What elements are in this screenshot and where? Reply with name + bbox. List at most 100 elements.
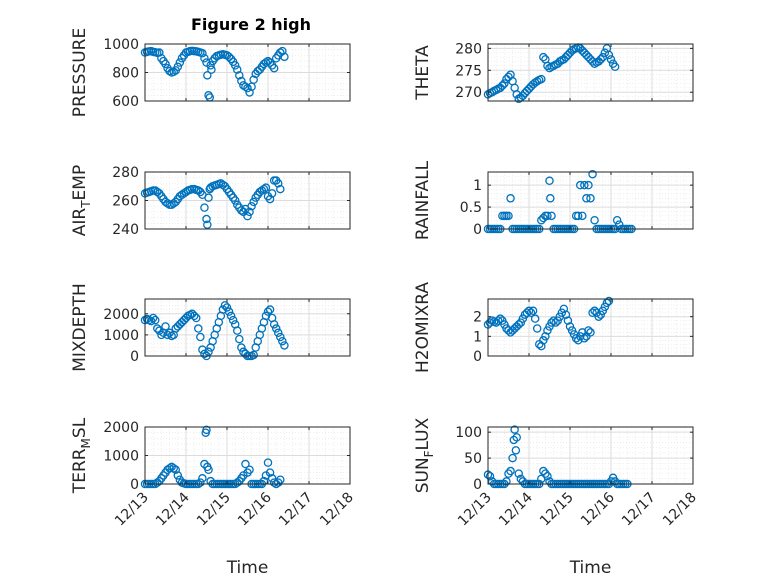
data-point <box>265 194 275 204</box>
data-point <box>165 464 174 473</box>
y-tick-label: 280 <box>455 41 482 57</box>
data-point <box>590 59 599 68</box>
y-tick-label: 0.5 <box>460 200 482 216</box>
x-axis-label: Time <box>226 558 269 578</box>
data-point <box>563 316 573 325</box>
data-point <box>191 313 201 323</box>
x-tick-label: 12/14 <box>496 489 536 529</box>
y-tick-label: 2000 <box>103 420 139 436</box>
y-tick-label: 1 <box>473 329 482 345</box>
data-point <box>269 320 279 329</box>
axes-box <box>487 43 694 102</box>
data-point <box>549 61 558 71</box>
y-tick-label: 100 <box>455 425 482 441</box>
data-point <box>204 193 213 202</box>
data-point <box>235 334 244 344</box>
subplot-pressure: 600 800 1000 PRESSURE <box>70 28 351 117</box>
data-point <box>249 350 258 360</box>
y-tick-label: 1000 <box>103 449 139 465</box>
y-axis-label-pressure: PRESSURE <box>70 28 90 117</box>
data-point <box>588 169 597 179</box>
data-point <box>204 465 213 474</box>
data-point <box>207 65 216 74</box>
data-point <box>590 306 599 316</box>
data-point <box>259 184 269 194</box>
data-point <box>269 63 279 73</box>
data-point <box>491 85 501 95</box>
data-point <box>171 465 180 474</box>
data-point <box>580 180 589 190</box>
data-point <box>576 180 585 190</box>
data-point <box>173 471 183 480</box>
data-point <box>590 215 599 225</box>
data-point <box>586 328 595 337</box>
x-tick-label: 12/17 <box>619 490 659 530</box>
x-tick-label: 12/13 <box>112 490 152 530</box>
data-point <box>224 52 234 62</box>
data-point <box>198 49 207 58</box>
subplot-terr-msl: 0 1000 2000 12/13 12/14 12/15 12/16 12/17 12/18 T… <box>70 417 357 578</box>
data-point <box>228 315 238 325</box>
data-point <box>588 57 597 66</box>
data-point <box>276 184 285 194</box>
data-point <box>173 62 183 72</box>
data-point <box>175 58 185 67</box>
data-point <box>273 179 283 188</box>
data-point <box>163 330 172 340</box>
data-point <box>504 211 513 221</box>
data-point <box>202 425 211 435</box>
data-point <box>198 474 207 483</box>
data-point <box>485 318 495 327</box>
data-point <box>610 62 620 72</box>
y-tick-label: 0 <box>130 477 139 493</box>
data-point <box>511 446 521 455</box>
data-point <box>512 433 521 442</box>
subplot-sun-flux: 0 50 100 12/13 12/14 12/15 12/16 12/17 12/18 Time… <box>413 417 700 578</box>
data-point <box>276 475 285 484</box>
data-point <box>200 349 209 359</box>
data-point <box>493 316 503 325</box>
data-point <box>559 304 569 314</box>
data-point <box>169 67 178 77</box>
data-point <box>222 303 232 312</box>
data-point <box>161 322 170 331</box>
y-tick-label: 800 <box>112 66 139 82</box>
data-point <box>196 478 205 487</box>
data-point <box>561 310 571 319</box>
data-point <box>203 220 212 229</box>
data-point <box>247 201 256 211</box>
data-point <box>148 313 158 323</box>
data-point <box>237 343 246 352</box>
data-point <box>237 76 246 86</box>
data-point <box>232 326 242 335</box>
data-point <box>537 74 546 84</box>
y-axis-label-sun-flux: SUNFLUX <box>413 417 436 493</box>
data-point <box>485 471 495 481</box>
data-point <box>528 306 538 316</box>
data-point <box>606 55 616 64</box>
x-tick-label: 12/16 <box>235 489 275 529</box>
data-point <box>549 316 558 325</box>
data-point <box>169 464 178 473</box>
data-point <box>502 477 511 486</box>
data-point <box>578 211 587 221</box>
data-point <box>506 466 515 476</box>
data-point <box>232 65 242 74</box>
data-point <box>543 211 552 221</box>
x-tick-label: 12/17 <box>276 490 316 530</box>
axes-box <box>487 171 694 230</box>
data-point <box>580 334 589 343</box>
data-point <box>271 324 281 333</box>
data-point <box>543 471 552 481</box>
data-point <box>206 61 215 70</box>
subplot-air-temp: 240 260 280 AIRTEMP <box>70 165 351 238</box>
y-tick-label: 260 <box>112 194 139 210</box>
y-tick-label: 600 <box>112 94 139 110</box>
y-tick-label: 0 <box>473 222 482 238</box>
data-point <box>153 324 162 333</box>
data-point <box>514 469 524 478</box>
data-point <box>588 308 597 318</box>
data-point <box>596 55 606 64</box>
x-tick-label: 12/18 <box>317 490 357 530</box>
